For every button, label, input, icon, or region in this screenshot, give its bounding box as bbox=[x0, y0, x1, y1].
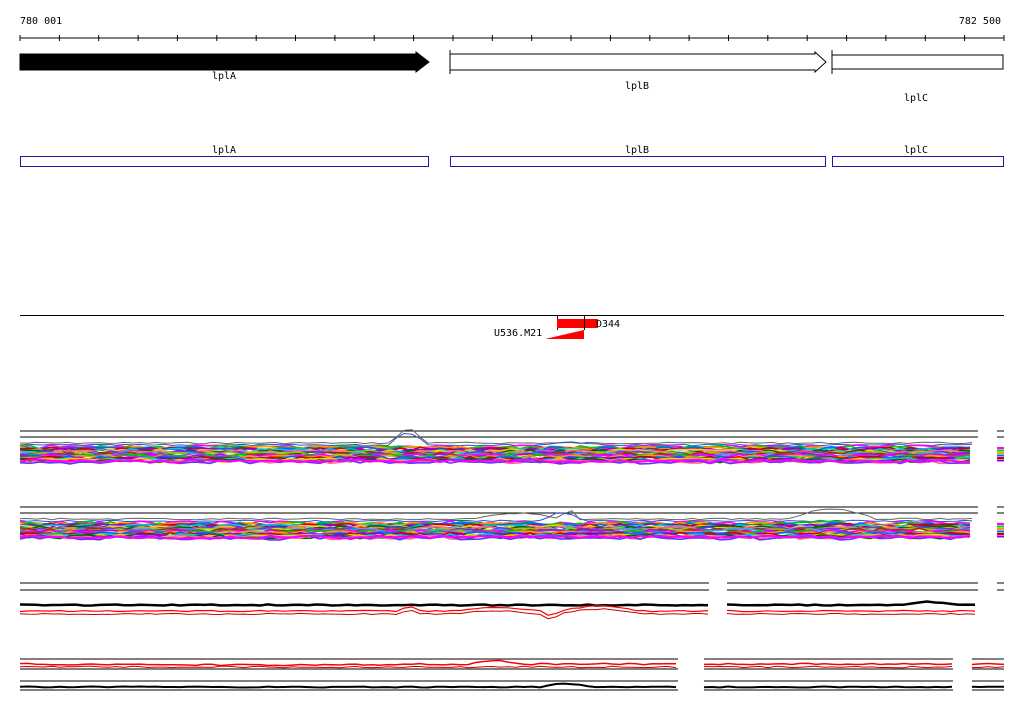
cds-label-lplC: lplC bbox=[904, 145, 928, 156]
feature-track: D344 U536.M21 bbox=[20, 316, 1004, 340]
profile-series-line bbox=[20, 684, 676, 688]
black-red-profile-track-1 bbox=[20, 583, 1004, 619]
coordinate-ruler: 780 001 782 500 bbox=[20, 16, 1004, 41]
profile-series-line bbox=[727, 610, 975, 611]
profile-series-line bbox=[704, 666, 952, 667]
feature-U536-wedge[interactable] bbox=[545, 330, 584, 339]
gene-track: lplA lplB lplC bbox=[20, 50, 1003, 104]
profile-series-line bbox=[20, 509, 972, 520]
feature-label-U536: U536.M21 bbox=[494, 328, 542, 339]
cds-label-lplB: lplB bbox=[625, 145, 649, 156]
cds-label-lplA: lplA bbox=[212, 145, 236, 156]
gene-label-lplC: lplC bbox=[904, 93, 928, 104]
gene-label-lplA: lplA bbox=[212, 71, 236, 82]
feature-label-D344: D344 bbox=[596, 319, 620, 330]
gene-label-lplB: lplB bbox=[625, 81, 649, 92]
profile-series-line bbox=[972, 667, 1004, 668]
profile-series-line bbox=[727, 614, 975, 615]
multicolor-profile-track-1 bbox=[20, 430, 1004, 464]
gene-arrow-lplA[interactable] bbox=[20, 52, 429, 72]
profile-series-line bbox=[972, 664, 1004, 665]
cds-track: lplA lplB lplC bbox=[21, 145, 1004, 167]
ruler-start-label: 780 001 bbox=[20, 16, 62, 27]
profile-series-line bbox=[727, 602, 975, 606]
cds-box-lplA[interactable] bbox=[21, 157, 429, 167]
profile-series-line bbox=[704, 687, 952, 688]
black-red-profile-track-2 bbox=[20, 659, 1004, 690]
gene-box-lplC[interactable] bbox=[832, 55, 1003, 69]
profile-series-line bbox=[20, 666, 676, 667]
feature-D344-block[interactable] bbox=[557, 319, 598, 328]
ruler-end-label: 782 500 bbox=[959, 16, 1001, 27]
profile-series-line bbox=[704, 663, 952, 664]
cds-box-lplC[interactable] bbox=[833, 157, 1004, 167]
multicolor-profile-track-2 bbox=[20, 507, 1004, 540]
cds-box-lplB[interactable] bbox=[451, 157, 826, 167]
profile-series-line bbox=[20, 661, 676, 666]
gene-arrow-lplB[interactable] bbox=[450, 52, 826, 72]
